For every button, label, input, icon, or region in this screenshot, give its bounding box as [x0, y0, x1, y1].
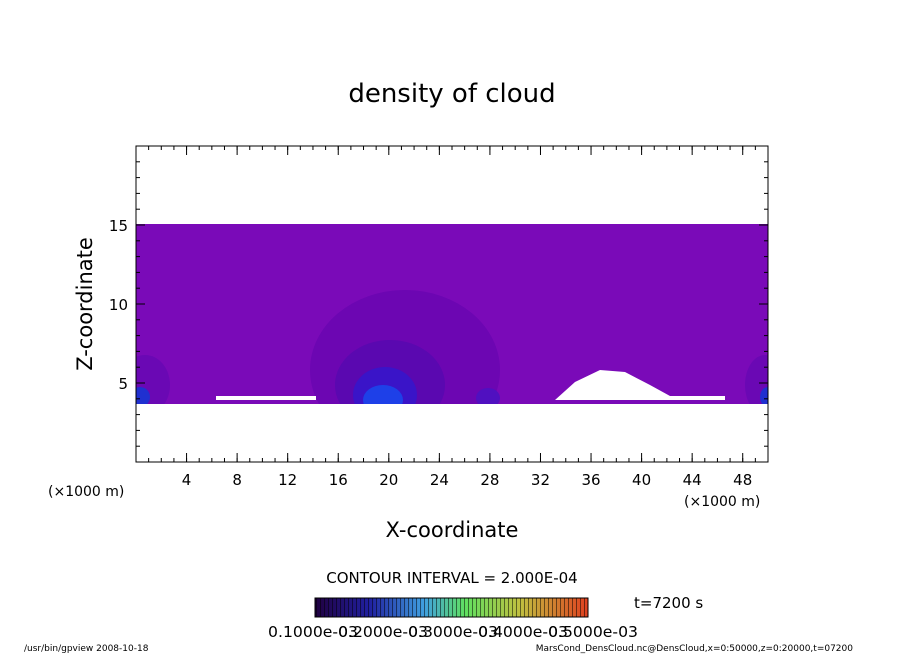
y-tick-label: 5 — [118, 375, 128, 393]
x-tick-label: 32 — [531, 471, 550, 489]
x-tick-label: 44 — [683, 471, 702, 489]
x-tick-label: 20 — [379, 471, 398, 489]
x-tick-label: 48 — [733, 471, 752, 489]
y-tick-label: 15 — [109, 217, 128, 235]
x-tick-label: 40 — [632, 471, 651, 489]
colorbar-label: 0.5000e-03 — [548, 623, 638, 641]
contour-field — [136, 224, 768, 462]
x-tick-label: 4 — [182, 471, 192, 489]
x-tick-label: 36 — [581, 471, 600, 489]
x-tick-label: 8 — [232, 471, 242, 489]
x-tick-label: 28 — [480, 471, 499, 489]
colorbar-label: 0.4000e-03 — [478, 623, 568, 641]
colorbar-frame — [314, 597, 589, 618]
chart-title: density of cloud — [348, 79, 555, 109]
x-axis-label: X-coordinate — [386, 518, 519, 542]
colorbar-label: 0.3000e-03 — [408, 623, 498, 641]
colorbar-label: 0.1000e-03 — [268, 623, 358, 641]
y-tick-label: 10 — [109, 296, 128, 314]
y-unit: (×1000 m) — [48, 484, 124, 500]
x-tick-label: 12 — [278, 471, 297, 489]
colorbar-label: 0.2000e-03 — [338, 623, 428, 641]
time-label: t=7200 s — [634, 594, 703, 612]
x-tick-label: 16 — [329, 471, 348, 489]
x-unit: (×1000 m) — [684, 494, 760, 510]
contour-interval: CONTOUR INTERVAL = 2.000E-04 — [326, 569, 577, 587]
footer-right: MarsCond_DensCloud.nc@DensCloud,x=0:5000… — [536, 644, 853, 654]
x-tick-label: 24 — [430, 471, 449, 489]
y-axis-label: Z-coordinate — [73, 237, 97, 371]
footer-left: /usr/bin/gpview 2008-10-18 — [24, 644, 149, 654]
